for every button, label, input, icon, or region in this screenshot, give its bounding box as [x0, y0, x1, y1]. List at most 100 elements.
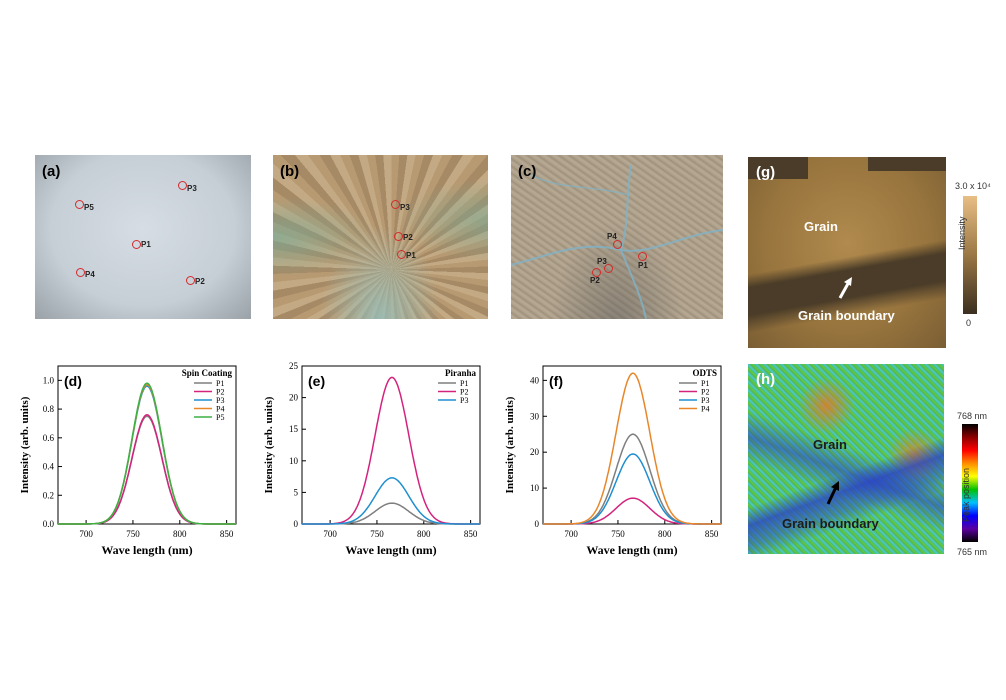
spectrum-chart-d: 0.0 0.2 0.4 0.6 0.8 1.0 700 750 800 850 Wave lengt…	[19, 365, 237, 557]
panel-label-h: (h)	[756, 371, 776, 388]
series-line-p3	[302, 477, 480, 525]
point-marker	[186, 276, 195, 285]
colorbar-min-label: 0	[966, 318, 972, 328]
point-label: P2	[195, 277, 205, 286]
point-marker	[132, 240, 141, 249]
colorbar-min-label: 765 nm	[957, 547, 988, 557]
y-tick-label: 30	[530, 411, 540, 421]
y-tick-label: 0	[535, 519, 540, 529]
panel-label: (d)	[64, 373, 82, 389]
point-label: P1	[638, 261, 648, 270]
x-tick-label: 800	[173, 529, 187, 539]
spectrum-chart-f: 0 10 20 30 40 700 750 800 850 Wave length (nm) Int…	[504, 365, 722, 557]
arrow-icon	[826, 481, 839, 505]
x-tick-label: 750	[370, 529, 384, 539]
point-label: P3	[187, 184, 197, 193]
point-marker	[178, 181, 187, 190]
x-tick-label: 850	[220, 529, 234, 539]
series-line-p4	[543, 372, 721, 525]
legend-title: ODTS	[692, 368, 717, 378]
x-tick-label: 700	[323, 529, 337, 539]
point-label: P3	[400, 203, 410, 212]
point-marker	[613, 240, 622, 249]
series-line-p1	[58, 415, 236, 525]
y-tick-label: 0.6	[43, 433, 55, 443]
point-label: P3	[597, 257, 607, 266]
panel-label-a: (a)	[42, 163, 61, 180]
x-tick-label: 700	[564, 529, 578, 539]
y-tick-label: 15	[289, 424, 299, 434]
panel-label-b: (b)	[280, 163, 300, 180]
panel-label-g: (g)	[756, 164, 776, 181]
legend-item: P2	[460, 388, 468, 397]
legend-item: P5	[216, 413, 224, 422]
panel-label: (f)	[549, 373, 563, 389]
series-line-p2	[543, 497, 721, 525]
series-line-p1	[302, 502, 480, 525]
point-marker	[592, 268, 601, 277]
y-tick-label: 0.4	[43, 462, 55, 472]
series-line-p4	[58, 383, 236, 525]
y-tick-label: 0.8	[43, 404, 55, 414]
y-tick-label: 0.2	[43, 490, 54, 500]
point-label: P2	[403, 233, 413, 242]
legend-item: P3	[460, 396, 468, 405]
legend-item: P2	[216, 388, 224, 397]
y-tick-label: 20	[530, 447, 540, 457]
grain-label: Grain	[813, 437, 847, 452]
plot-frame	[542, 365, 722, 525]
point-marker	[391, 200, 400, 209]
legend-item: P1	[460, 379, 468, 388]
x-axis-label: Wave length (nm)	[101, 543, 192, 557]
peak-map-h: (h) Grain Grain boundary	[748, 364, 944, 554]
legend-item: P2	[701, 388, 709, 397]
y-tick-label: 5	[294, 487, 299, 497]
colorbar-h	[962, 424, 978, 542]
y-tick-label: 40	[530, 375, 540, 385]
point-marker	[604, 264, 613, 273]
plot-frame	[57, 365, 237, 525]
colorbar-title: Intensity	[957, 216, 967, 250]
x-tick-label: 800	[417, 529, 431, 539]
x-axis-label: Wave length (nm)	[345, 543, 436, 557]
x-tick-label: 850	[705, 529, 719, 539]
x-tick-label: 800	[658, 529, 672, 539]
legend-item: P1	[216, 379, 224, 388]
y-tick-label: 10	[530, 483, 540, 493]
y-tick-label: 0.0	[43, 519, 55, 529]
x-tick-label: 850	[464, 529, 478, 539]
point-marker	[394, 232, 403, 241]
micrograph-c: (c) P1 P2 P3 P4	[511, 155, 723, 319]
y-axis-label: Intensity (arb. units)	[504, 396, 516, 493]
legend-item: P4	[216, 405, 224, 414]
point-marker	[638, 252, 647, 261]
legend-item: P3	[701, 396, 709, 405]
legend-item: P4	[701, 405, 709, 414]
colorbar-max-label: 768 nm	[957, 411, 988, 421]
panel-label-c: (c)	[518, 163, 537, 180]
legend-item: P3	[216, 396, 224, 405]
grain-boundary-lines	[511, 164, 723, 319]
point-label: P2	[590, 276, 600, 285]
point-label: P4	[607, 232, 617, 241]
micrograph-b: (b) P1 P2 P3	[273, 155, 488, 319]
colorbar-title: Peak position	[961, 467, 971, 522]
y-axis-label: Intensity (arb. units)	[19, 396, 31, 493]
colorbar-max-label: 3.0 x 10⁴	[955, 181, 991, 191]
series-line-p1	[543, 433, 721, 525]
micrograph-a: (a) P1 P2 P3 P4 P5	[35, 155, 251, 319]
grain-boundary-label: Grain boundary	[798, 308, 895, 323]
spectrum-chart-e: 0 5 10 15 20 25 700 750 800 850 Wave length (nm) In…	[263, 361, 481, 557]
y-tick-label: 10	[289, 456, 299, 466]
colorbar-g	[963, 196, 977, 314]
series-line-p2	[58, 414, 236, 525]
point-label: P1	[141, 240, 151, 249]
x-tick-label: 750	[126, 529, 140, 539]
y-axis-label: Intensity (arb. units)	[263, 396, 275, 493]
point-marker	[75, 200, 84, 209]
series-line-p3	[58, 385, 236, 525]
grain-label: Grain	[804, 219, 838, 234]
point-marker	[76, 268, 85, 277]
legend-title: Piranha	[445, 368, 477, 378]
panel-label: (e)	[308, 373, 325, 389]
